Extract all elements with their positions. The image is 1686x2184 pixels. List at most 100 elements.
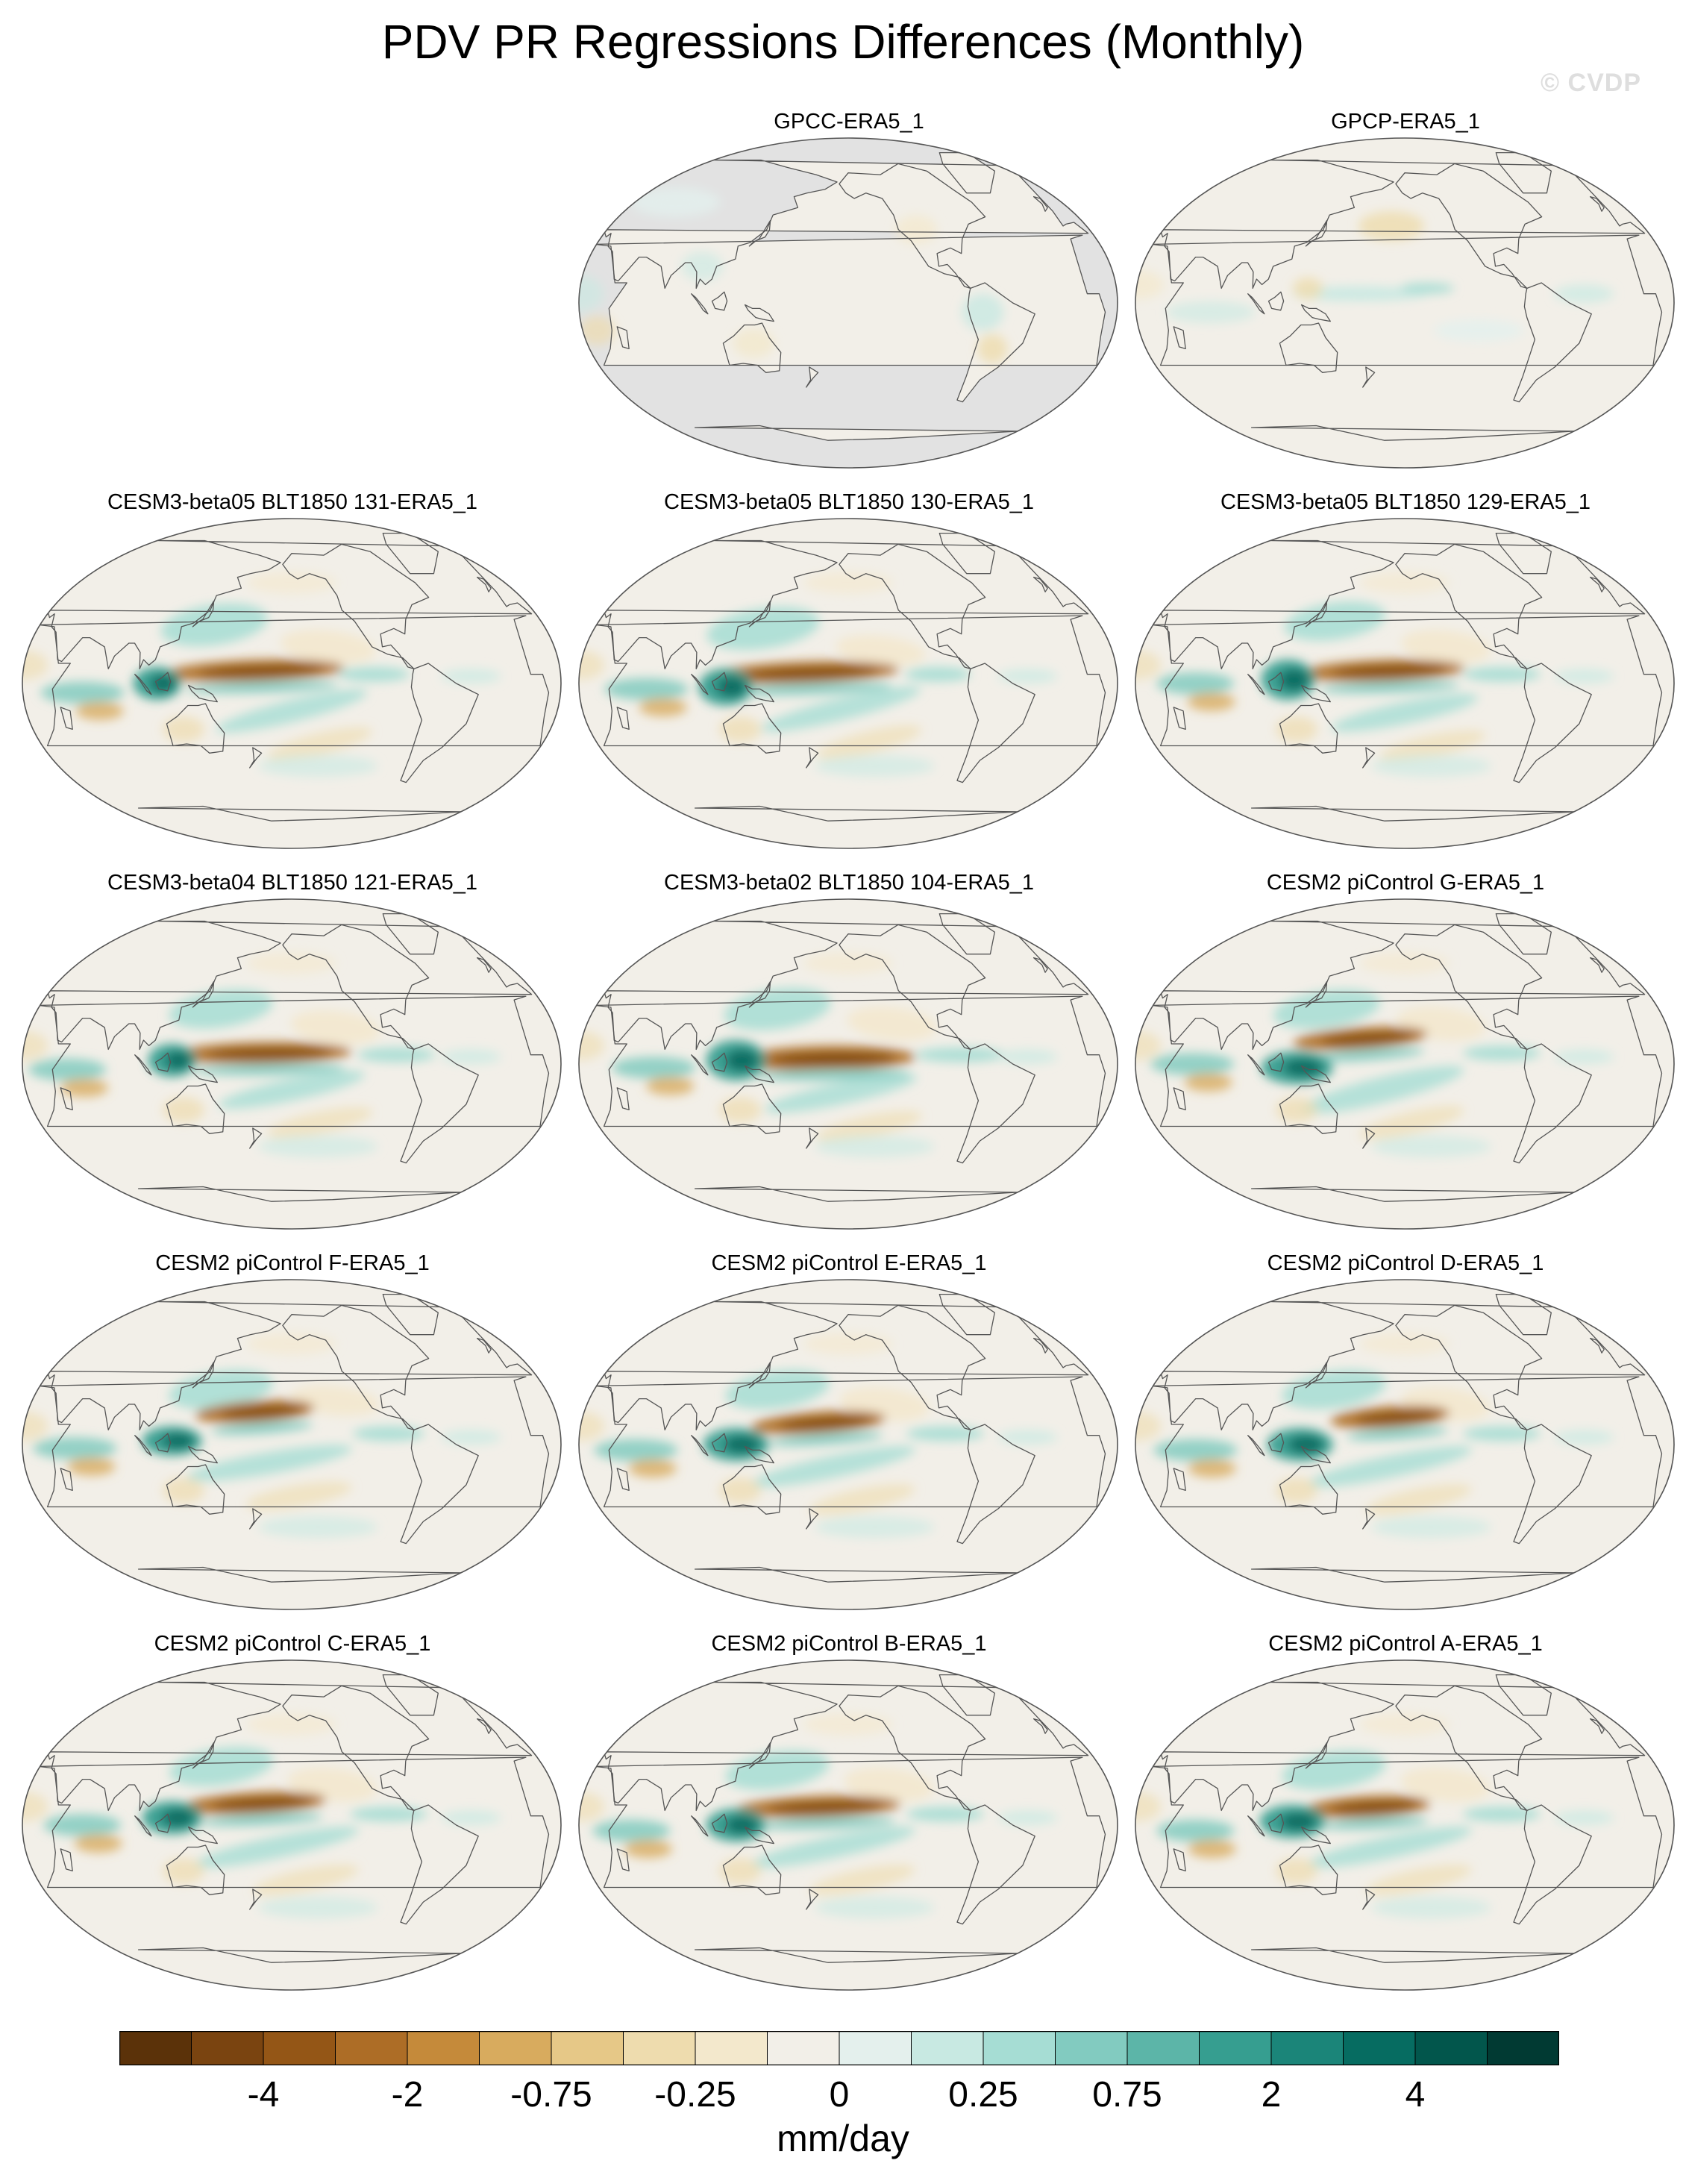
dry-anomaly	[847, 1007, 937, 1041]
coastline-new-guinea	[187, 1826, 218, 1844]
coastline-north-america	[1395, 924, 1543, 1051]
coastline-borneo	[154, 1813, 172, 1833]
wet-anomaly	[1463, 1426, 1541, 1442]
coastline-south-america	[1513, 663, 1592, 783]
map-panel: CESM2 piControl G-ERA5_1	[1129, 869, 1682, 1242]
colorbar-swatch	[983, 2031, 1056, 2065]
wet-anomaly	[725, 1750, 830, 1790]
coastline-japan	[748, 600, 771, 628]
coastline-new-zealand	[806, 1127, 819, 1149]
coastline-north-america	[282, 543, 430, 670]
land-madagascar	[617, 326, 630, 349]
coastline-sumatra	[134, 674, 152, 695]
coastline-australia	[1279, 1083, 1338, 1134]
coastline-africa	[1150, 615, 1663, 747]
coastline-north-america	[839, 163, 986, 290]
robinson-map	[22, 1279, 562, 1610]
coastline-japan	[192, 1742, 215, 1769]
colorbar-tick-label: 0.25	[948, 2075, 1018, 2115]
wet-anomaly	[1308, 1446, 1472, 1487]
wet-anomaly	[1371, 1135, 1491, 1158]
wet-anomaly	[630, 187, 721, 217]
wet-anomaly	[729, 683, 892, 695]
dry-anomaly-core	[744, 667, 878, 678]
wet-anomaly	[756, 1817, 896, 1830]
wet-anomaly	[169, 1747, 274, 1786]
dry-anomaly	[1188, 1839, 1236, 1859]
coastline-uk	[476, 957, 492, 973]
coastline-madagascar	[616, 1087, 630, 1111]
map-outline	[22, 1659, 562, 1991]
colorbar-swatch	[407, 2031, 480, 2065]
wet-anomaly	[681, 251, 724, 281]
colorbar-swatch	[191, 2031, 264, 2065]
colorbar-swatch	[1487, 2031, 1559, 2065]
dry-anomaly	[1400, 1768, 1491, 1802]
coastline-japan	[748, 1742, 771, 1769]
colorbar-swatch	[551, 2031, 624, 2065]
colorbar-swatch	[839, 2031, 912, 2065]
panel-title: GPCP-ERA5_1	[1331, 110, 1480, 134]
wet-anomaly	[724, 987, 831, 1030]
wet-anomaly	[33, 1437, 117, 1459]
coastline-madagascar	[60, 1087, 73, 1111]
panel-title: CESM2 piControl A-ERA5_1	[1268, 1632, 1543, 1656]
coastline-antarctica	[1250, 1566, 1577, 1609]
wet-anomaly	[185, 680, 339, 694]
colorbar-tick-label: -2	[391, 2075, 424, 2115]
wet-anomaly	[1308, 1827, 1472, 1868]
dry-anomaly	[646, 1077, 695, 1095]
coastline-africa	[37, 615, 550, 747]
dry-anomaly	[162, 1477, 205, 1504]
coastline-australia	[1279, 1464, 1338, 1515]
coastline-australia	[166, 703, 225, 754]
panel-title: CESM2 piControl E-ERA5_1	[711, 1251, 987, 1275]
coastline-borneo	[711, 1813, 728, 1833]
wet-anomaly	[612, 1057, 696, 1079]
robinson-map	[1135, 1659, 1675, 1991]
coastline-south-america	[956, 1424, 1035, 1545]
coastline-madagascar	[616, 326, 630, 350]
robinson-map	[578, 1659, 1118, 1991]
coastline-new-guinea	[744, 1826, 774, 1844]
coastline-uk	[1032, 1718, 1048, 1734]
coastline-japan	[1305, 1742, 1328, 1769]
colorbar-swatch	[1271, 2031, 1344, 2065]
coastline-sumatra	[1247, 293, 1265, 315]
coastline-australia	[722, 703, 782, 754]
coastline-sumatra	[691, 1435, 709, 1456]
dry-anomaly	[1293, 277, 1323, 300]
colorbar-swatch	[479, 2031, 552, 2065]
wet-anomaly	[915, 1047, 1006, 1063]
dry-anomaly	[718, 1858, 762, 1884]
coastline-sumatra	[134, 1054, 152, 1076]
wet-anomaly	[258, 1896, 378, 1919]
wet-anomaly	[1371, 754, 1491, 777]
wet-anomaly-core	[725, 1049, 759, 1071]
coastline-africa	[37, 1376, 550, 1508]
coastline-new-guinea	[187, 684, 218, 703]
colorbar-tick-label: -0.75	[510, 2075, 592, 2115]
wet-anomaly	[187, 1445, 352, 1481]
coastline-uk	[1589, 957, 1605, 973]
coastline-antarctica	[137, 1947, 464, 1990]
dry-anomaly	[1184, 1073, 1232, 1092]
dry-anomaly	[1359, 572, 1450, 594]
wet-anomaly	[1292, 286, 1428, 301]
coastline-new-zealand	[1362, 1508, 1376, 1530]
wet-anomaly	[1310, 1048, 1425, 1062]
coastline-africa	[37, 1756, 550, 1889]
coastline-madagascar	[616, 1848, 630, 1872]
wet-anomaly	[353, 1426, 425, 1442]
coastline-new-guinea	[187, 1065, 218, 1083]
wet-anomaly	[594, 1439, 678, 1462]
wet-anomaly	[201, 1813, 323, 1827]
panel-title: CESM3-beta05 BLT1850 131-ERA5_1	[107, 490, 477, 514]
colorbar-swatch	[335, 2031, 408, 2065]
coastline-antarctica	[1250, 1186, 1577, 1229]
wet-anomaly	[338, 666, 410, 682]
coastline-antarctica	[137, 805, 464, 848]
dry-anomaly-core	[1320, 1033, 1415, 1045]
wet-anomaly	[258, 1135, 378, 1158]
coastline-sumatra	[691, 1054, 709, 1076]
